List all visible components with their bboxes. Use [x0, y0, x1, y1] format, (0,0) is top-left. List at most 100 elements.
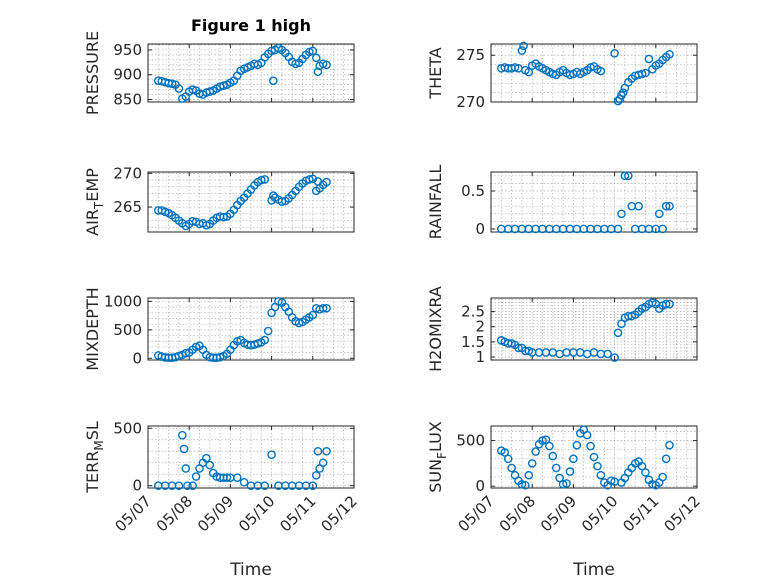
data-point [313, 67, 323, 77]
data-point [269, 191, 278, 200]
data-point [558, 480, 568, 489]
data-point [260, 335, 270, 345]
y-tick-label: 0.5 [461, 182, 485, 200]
y-tick-label: 950 [113, 41, 142, 59]
data-point [665, 49, 674, 59]
data-point [562, 479, 571, 488]
y-tick-label: 0 [475, 477, 485, 495]
data-point [219, 81, 228, 90]
data-point [322, 60, 331, 70]
data-point [531, 447, 540, 456]
data-point [624, 171, 633, 181]
data-point [174, 84, 184, 93]
data-point [174, 481, 184, 491]
y-axis-label: H2OMIXRA [426, 286, 445, 372]
subplot-air-temp: 265 270 AIRTEMP [83, 164, 355, 236]
subplot-rainfall: 0 0.5 RAINFALL [426, 165, 698, 239]
data-point [269, 76, 278, 85]
y-axis-label: TERRMSL [83, 421, 106, 494]
data-point [507, 463, 516, 473]
data-point [322, 303, 331, 313]
data-point [613, 328, 623, 338]
y-axis-label: PRESSURE [83, 31, 102, 115]
y-tick-label: 900 [113, 66, 142, 84]
data-point [527, 459, 537, 468]
y-axis-label: SUNFLUX [426, 421, 449, 493]
y-tick-label: 275 [456, 46, 485, 64]
data-point [644, 54, 654, 64]
data-point [555, 473, 564, 483]
data-point [188, 85, 197, 94]
data-point [256, 175, 266, 185]
axes-box [490, 43, 698, 103]
data-point [538, 436, 547, 445]
data-point [179, 444, 189, 454]
data-point [181, 464, 191, 473]
subplot-grid: 850 900 950 PRESSURE 270 275 THETA 265 270 AIRTEM… [83, 31, 704, 535]
data-point [318, 458, 328, 468]
data-point [661, 299, 671, 309]
x-axis-label-left: Time [229, 560, 272, 580]
axes-box [147, 171, 355, 233]
data-point [232, 473, 242, 482]
data-point [545, 441, 554, 451]
data-point [318, 59, 328, 69]
data-point [178, 430, 187, 440]
data-point [641, 68, 650, 78]
x-tick-label: 05/08 [153, 492, 196, 535]
data-point [637, 69, 647, 79]
data-point [202, 453, 211, 463]
data-point [586, 441, 595, 451]
data-point [603, 349, 613, 359]
y-tick-label: 1 [475, 348, 485, 366]
data-point [582, 430, 592, 440]
data-point [524, 67, 534, 77]
y-tick-label: 0 [132, 349, 142, 367]
data-point [277, 197, 287, 206]
data-point [610, 49, 619, 58]
data-point [613, 224, 623, 234]
data-point [658, 224, 667, 234]
data-point [610, 353, 619, 362]
y-tick-label: 0 [475, 220, 485, 238]
data-point [500, 448, 510, 457]
data-point [517, 46, 527, 55]
data-point [188, 481, 197, 491]
data-point [551, 463, 561, 473]
data-point [305, 47, 314, 57]
data-point [510, 63, 520, 72]
data-point [634, 201, 643, 211]
axes-box [490, 297, 698, 361]
x-tick-label: 05/07 [112, 492, 155, 535]
y-tick-label: 850 [113, 91, 142, 109]
x-tick-label: 05/09 [194, 492, 237, 535]
data-point [665, 440, 674, 450]
y-tick-label: 0 [132, 477, 142, 495]
data-point [191, 472, 201, 481]
data-point [665, 299, 674, 309]
x-axis-label-right: Time [572, 560, 615, 580]
y-tick-label: 1.5 [461, 333, 485, 351]
data-point [606, 476, 616, 486]
x-tick-label: 05/08 [496, 492, 539, 535]
x-tick-label: 05/10 [578, 492, 621, 535]
data-point [267, 46, 276, 56]
data-point [661, 454, 671, 464]
data-point [219, 212, 228, 222]
y-tick-label: 500 [113, 321, 142, 339]
x-tick-label: 05/09 [537, 492, 580, 535]
data-point [514, 343, 523, 353]
data-point [658, 472, 667, 482]
axes-box [147, 425, 355, 489]
data-point [517, 480, 527, 489]
data-point [620, 171, 630, 181]
data-point [239, 477, 249, 487]
subplot-pressure: 850 900 950 PRESSURE [83, 31, 355, 115]
data-point [617, 209, 626, 219]
data-point [641, 468, 650, 477]
data-point [260, 481, 270, 491]
data-point [318, 303, 328, 313]
data-point [524, 470, 534, 480]
